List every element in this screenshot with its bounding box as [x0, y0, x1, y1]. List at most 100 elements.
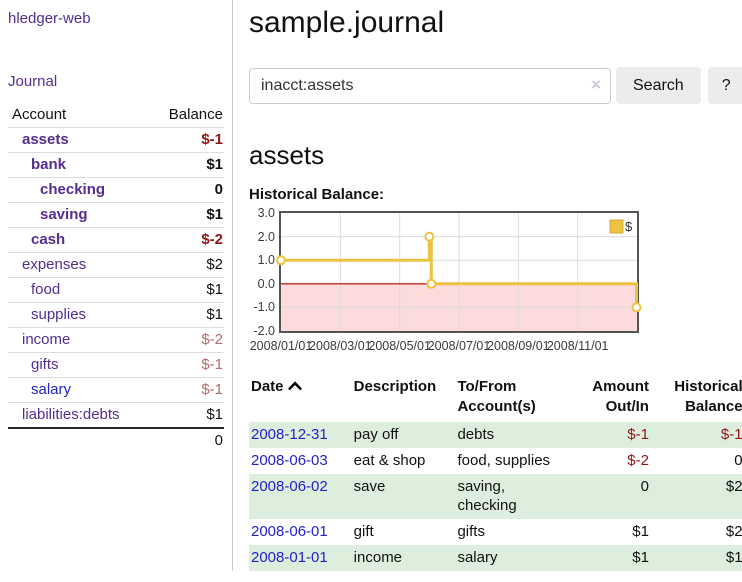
register-balance: $-1 [720, 426, 742, 443]
account-balance: 0 [149, 177, 224, 203]
register-row: 2008-06-01 gift gifts $1 $2 [249, 519, 742, 545]
help-button[interactable]: ? [707, 67, 742, 104]
account-balance: $1 [149, 302, 224, 328]
account-link-checking[interactable]: checking [40, 181, 106, 198]
x-axis-tick: 2008/09/01 [487, 339, 550, 353]
accounts-header-balance: Balance [149, 103, 224, 128]
account-row: gifts $-1 [8, 352, 224, 378]
register-header-description: Description [353, 378, 437, 395]
x-axis-tick: 2008/07/01 [427, 339, 491, 353]
transaction-date-link[interactable]: 2008-06-02 [251, 478, 328, 495]
sidebar-nav: Journal [8, 73, 232, 90]
register-header-row: Date Description To/From Account(s) Amou… [249, 375, 742, 422]
register-description: pay off [353, 426, 399, 443]
register-balance: $2 [725, 478, 742, 495]
register-row: 2008-12-31 pay off debts $-1 $-1 [249, 422, 742, 448]
brand-link[interactable]: hledger-web [8, 10, 91, 27]
accounts-header-account: Account [8, 103, 150, 128]
account-balance: $-1 [149, 352, 224, 378]
register-amount: $1 [632, 523, 649, 540]
register-balance: $1 [725, 549, 742, 566]
main-content: sample.journal × Search ? assets Histori… [233, 0, 742, 571]
account-link-saving[interactable]: saving [40, 206, 88, 223]
x-axis-tick: 2008/03/01 [309, 339, 372, 353]
y-axis-tick: 0.0 [257, 276, 275, 291]
sidebar-item-journal[interactable]: Journal [8, 73, 58, 90]
account-balance: $-2 [149, 227, 224, 253]
register-header-date[interactable]: Date [249, 375, 346, 422]
account-link-supplies[interactable]: supplies [31, 306, 87, 323]
account-row: income $-2 [8, 327, 224, 353]
account-link-assets[interactable]: assets [22, 131, 69, 148]
x-axis-tick: 2008/05/01 [368, 339, 431, 353]
account-balance: $1 [149, 402, 224, 429]
accounts-total: 0 [149, 427, 224, 453]
account-row: salary $-1 [8, 377, 224, 403]
account-link-expenses[interactable]: expenses [22, 256, 87, 273]
account-link-cash[interactable]: cash [31, 231, 66, 248]
transaction-date-link[interactable]: 2008-06-01 [251, 523, 328, 540]
transaction-date-link[interactable]: 2008-12-31 [251, 426, 328, 443]
register-description: save [353, 478, 386, 495]
register-description: gift [353, 523, 374, 540]
account-row: expenses $2 [8, 252, 224, 278]
account-row: bank $1 [8, 152, 224, 178]
chevron-up-icon [287, 381, 302, 390]
account-link-gifts[interactable]: gifts [31, 356, 59, 373]
y-axis-tick: 3.0 [257, 206, 275, 220]
account-balance: $1 [149, 152, 224, 178]
register-header-accounts: To/From Account(s) [457, 378, 536, 415]
account-link-income[interactable]: income [22, 331, 71, 348]
account-heading: assets [249, 140, 325, 170]
accounts-table: Account Balance assets $-1 bank $1 checking 0… [8, 103, 224, 453]
y-axis-tick: -1.0 [253, 300, 275, 315]
register-amount: $-2 [627, 452, 649, 469]
register-accounts: salary [457, 549, 498, 566]
register-row: 2008-06-02 save saving, checking 0 $2 [249, 474, 742, 519]
register-header-amount: Amount Out/In [592, 378, 649, 415]
account-row: food $1 [8, 277, 224, 303]
search-button[interactable]: Search [616, 67, 701, 104]
register-table: Date Description To/From Account(s) Amou… [249, 375, 742, 571]
account-row: assets $-1 [8, 127, 224, 153]
accounts-total-row: 0 [8, 427, 224, 453]
historical-balance-chart[interactable]: $ 3.0 2.0 1.0 0.0 -1.0 -2.0 2008/01/01 2008/03/… [249, 206, 642, 353]
register-balance: 0 [734, 452, 742, 469]
register-description: eat & shop [353, 452, 426, 469]
account-balance: $-1 [149, 377, 224, 403]
account-link-liabilities-debts[interactable]: liabilities:debts [22, 406, 120, 423]
clear-search-icon[interactable]: × [591, 74, 601, 94]
register-row: 2008-01-01 income salary $1 $1 [249, 545, 742, 571]
register-row: 2008-06-03 eat & shop food, supplies $-2 0 [249, 448, 742, 474]
account-row: saving $1 [8, 202, 224, 228]
page-title: sample.journal [249, 6, 445, 39]
chart-canvas[interactable]: $ [276, 211, 642, 333]
account-balance: $1 [149, 277, 224, 303]
register-description: income [353, 549, 403, 566]
register-accounts: food, supplies [457, 452, 551, 469]
sidebar: hledger-web Journal Account Balance asse… [0, 0, 233, 571]
search-bar: × Search ? [249, 67, 742, 104]
register-accounts: debts [457, 426, 495, 443]
chart-legend-label: $ [625, 219, 633, 234]
y-axis-tick: 1.0 [257, 253, 275, 268]
account-link-bank[interactable]: bank [31, 156, 67, 173]
account-balance: $2 [149, 252, 224, 278]
register-header-balance: Historical Balance [674, 378, 742, 415]
account-row: supplies $1 [8, 302, 224, 328]
account-row: checking 0 [8, 177, 224, 203]
search-input[interactable] [249, 67, 611, 104]
account-balance: $1 [149, 202, 224, 228]
account-link-salary[interactable]: salary [31, 381, 72, 398]
register-amount: $-1 [627, 426, 649, 443]
account-row: liabilities:debts $1 [8, 402, 224, 429]
chart-title: Historical Balance: [249, 186, 385, 203]
account-row: cash $-2 [8, 227, 224, 253]
chart-plot-area[interactable]: $ [276, 211, 642, 333]
y-axis-tick: -2.0 [253, 324, 275, 338]
x-axis-tick: 2008/11/01 [546, 339, 609, 353]
transaction-date-link[interactable]: 2008-01-01 [251, 549, 328, 566]
account-link-food[interactable]: food [31, 281, 61, 298]
transaction-date-link[interactable]: 2008-06-03 [251, 452, 328, 469]
